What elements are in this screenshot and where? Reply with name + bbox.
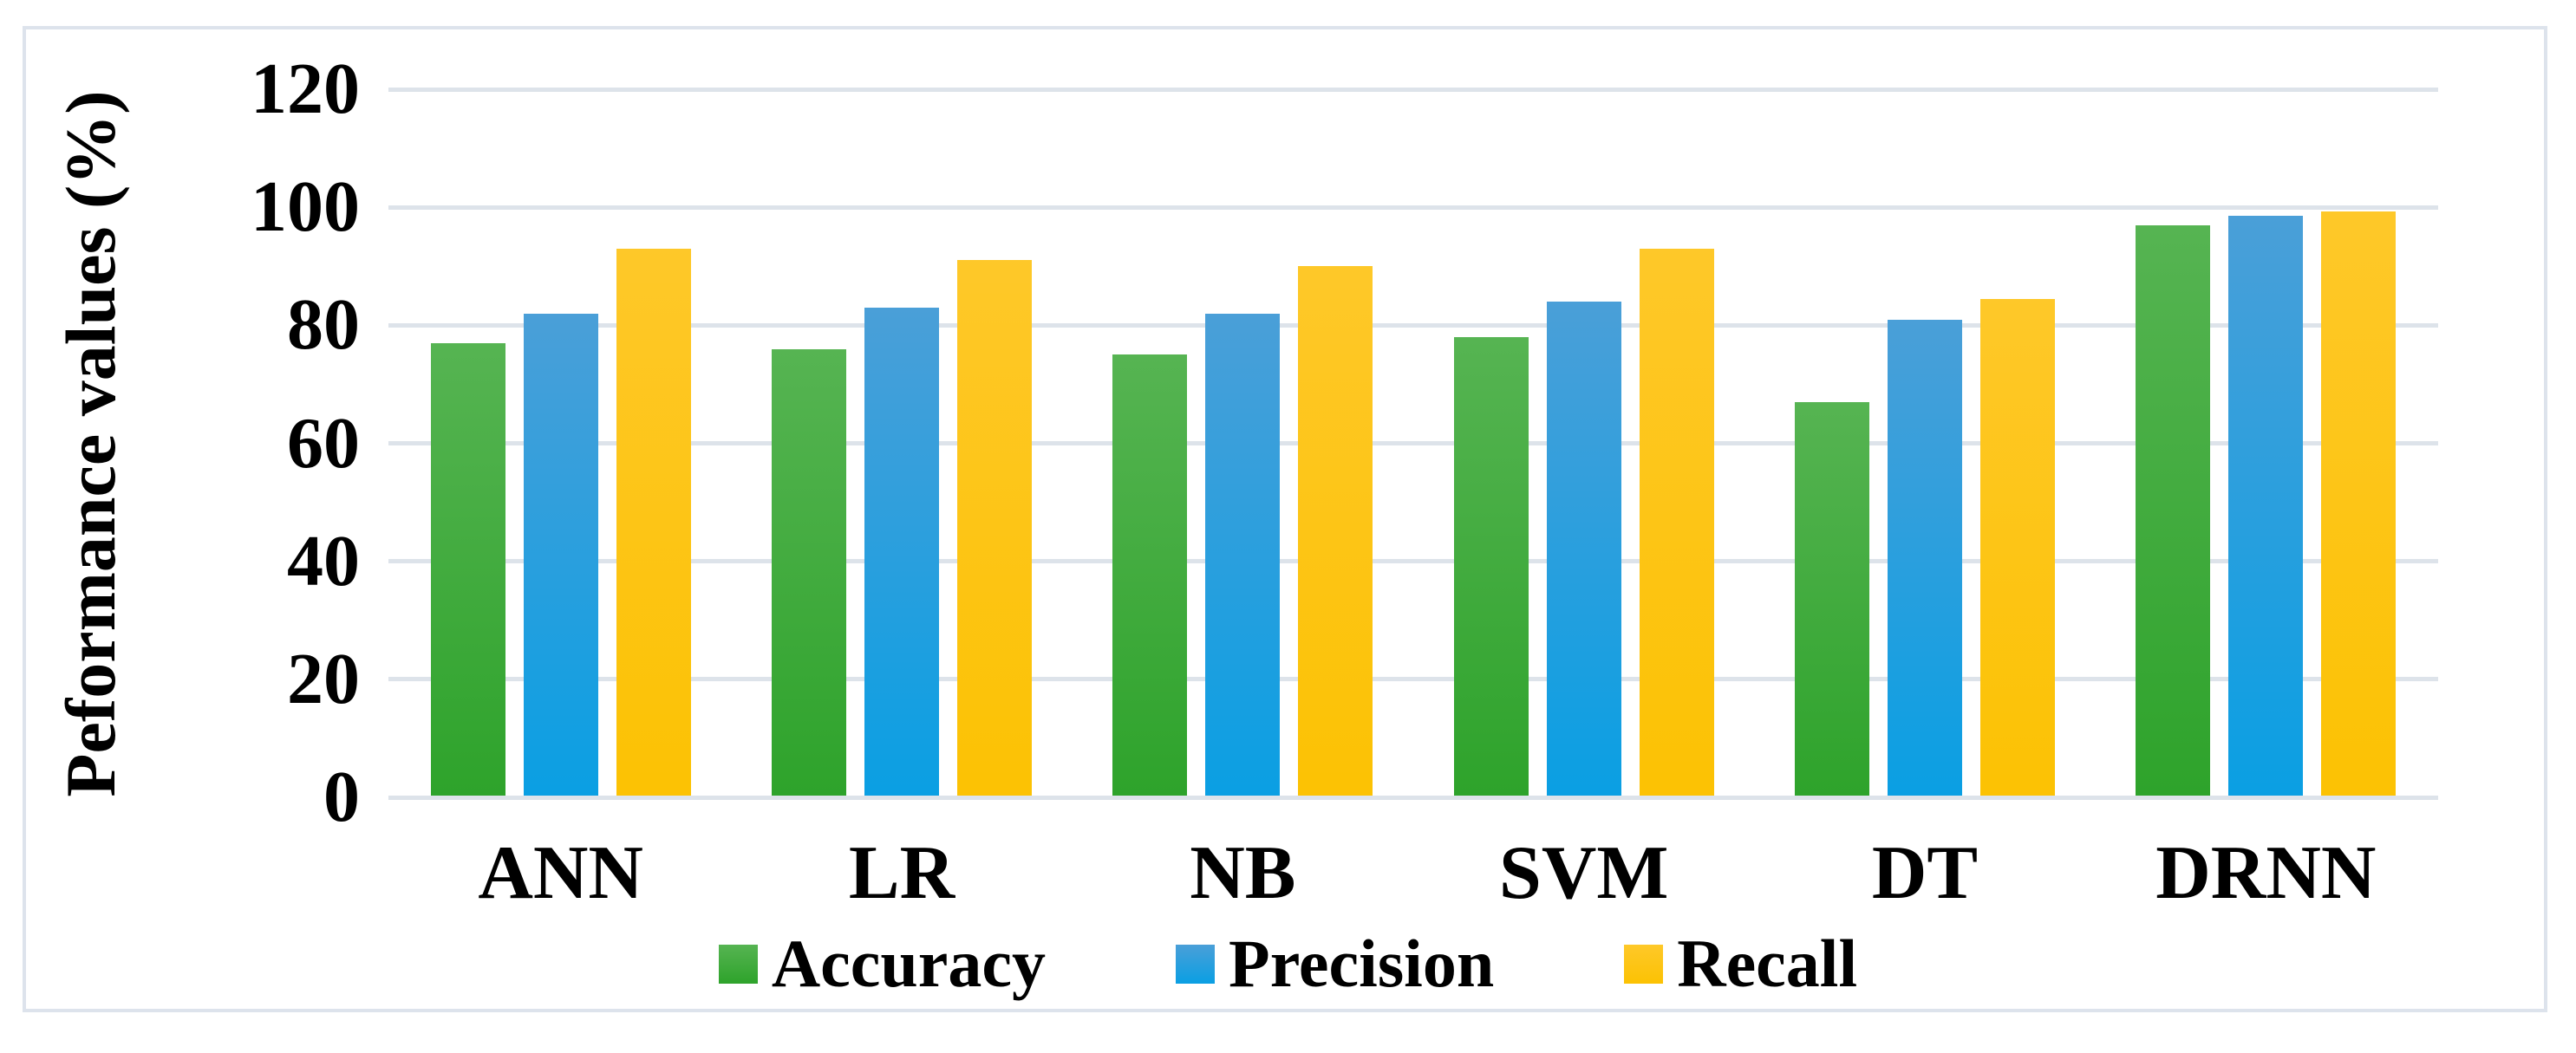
y-tick-label-60: 60 <box>287 402 360 484</box>
gridline-0 <box>388 795 2438 800</box>
bar-ann-precision <box>523 313 598 796</box>
bar-dt-accuracy <box>1795 401 1869 796</box>
y-tick-label-0: 0 <box>323 757 360 837</box>
y-tick-label-100: 100 <box>251 166 360 248</box>
bar-lr-accuracy <box>772 348 846 796</box>
gridline-20 <box>388 677 2438 682</box>
gridline-100 <box>388 205 2438 210</box>
y-tick-label-20: 20 <box>287 638 360 719</box>
legend-swatch-precision <box>1176 944 1216 984</box>
x-label-lr: LR <box>848 831 955 915</box>
legend-item-precision: Precision <box>1176 930 1494 998</box>
x-label-svm: SVM <box>1498 831 1669 915</box>
legend-label-recall: Recall <box>1677 926 1858 1001</box>
bar-svm-precision <box>1546 302 1621 796</box>
gridline-80 <box>388 322 2438 328</box>
bar-svm-accuracy <box>1453 336 1529 796</box>
bar-dt-precision <box>1888 319 1962 796</box>
x-label-dt: DT <box>1871 831 1979 915</box>
legend-item-accuracy: Accuracy <box>718 926 1047 1001</box>
bar-ann-accuracy <box>430 342 505 796</box>
bar-drnn-precision <box>2228 216 2304 796</box>
y-tick-label-40: 40 <box>287 520 360 601</box>
legend-label-accuracy: Accuracy <box>771 926 1047 1001</box>
bar-lr-precision <box>864 307 939 796</box>
bar-lr-recall <box>957 260 1032 796</box>
bar-drnn-accuracy <box>2136 224 2211 796</box>
legend-swatch-recall <box>1624 944 1664 984</box>
legend-swatch-accuracy <box>718 944 758 984</box>
y-tick-label-120: 120 <box>251 49 360 129</box>
figure-border <box>23 26 2547 1012</box>
bar-svm-recall <box>1639 248 1714 796</box>
legend: Accuracy Precision Recall <box>0 924 2576 1004</box>
gridline-60 <box>388 441 2438 445</box>
bar-drnn-recall <box>2321 211 2397 796</box>
bar-nb-precision <box>1205 313 1281 796</box>
bar-dt-recall <box>1980 298 2055 796</box>
legend-item-recall: Recall <box>1624 930 1857 998</box>
gridline-40 <box>388 559 2438 564</box>
bar-nb-accuracy <box>1112 354 1188 796</box>
x-label-ann: ANN <box>478 831 643 915</box>
y-tick-label-80: 80 <box>287 284 360 366</box>
legend-label-precision: Precision <box>1229 926 1495 1001</box>
x-label-drnn: DRNN <box>2155 831 2377 915</box>
bar-nb-recall <box>1298 266 1373 796</box>
x-label-nb: NB <box>1190 831 1296 915</box>
gridline-120 <box>388 87 2438 92</box>
bar-ann-recall <box>616 248 691 796</box>
